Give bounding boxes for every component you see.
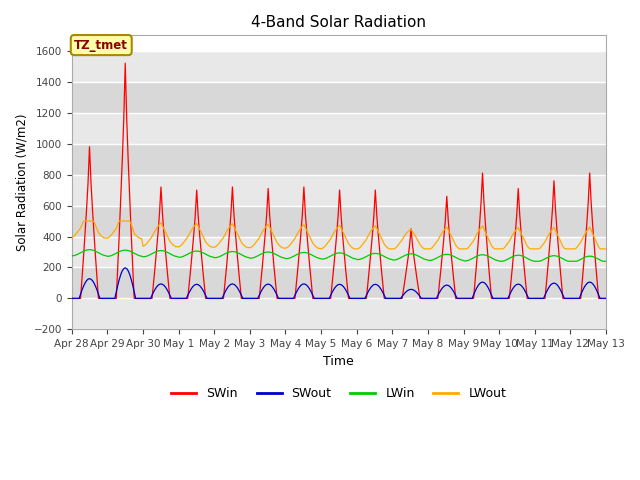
Bar [72,51,606,82]
Bar [72,144,606,175]
Bar [72,237,606,267]
X-axis label: Time: Time [323,355,354,368]
Bar [72,267,606,299]
Text: TZ_tmet: TZ_tmet [74,38,128,51]
Bar [72,113,606,144]
Title: 4-Band Solar Radiation: 4-Band Solar Radiation [252,15,426,30]
Bar [72,299,606,329]
Y-axis label: Solar Radiation (W/m2): Solar Radiation (W/m2) [15,114,28,251]
Bar [72,205,606,237]
Bar [72,82,606,113]
Bar [72,175,606,205]
Legend: SWin, SWout, LWin, LWout: SWin, SWout, LWin, LWout [166,383,511,406]
